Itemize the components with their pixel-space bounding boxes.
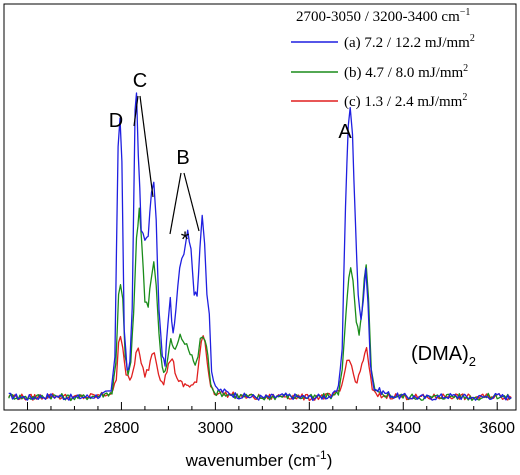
plot-frame — [3, 3, 517, 411]
x-axis: 2600 2800 3000 3200 3400 3600 — [3, 402, 515, 437]
legend-label-b: (b) 4.7 / 8.0 mJ/mm2 — [344, 63, 468, 81]
legend-label-a: (a) 7.2 / 12.2 mJ/mm2 — [344, 33, 475, 51]
x-tick-label: 3600 — [479, 420, 515, 437]
peak-c-leader-2 — [139, 95, 154, 198]
peak-annotations: D C B * A (DMA)2 — [109, 70, 476, 369]
series-layer — [8, 92, 512, 402]
peak-label-d: D — [109, 110, 123, 132]
species-label: (DMA)2 — [411, 343, 476, 369]
legend-label-c: (c) 1.3 / 2.4 mJ/mm2 — [344, 92, 467, 110]
x-tick-label: 2800 — [104, 420, 140, 437]
x-tick-label: 3400 — [385, 420, 421, 437]
peak-b-leader-2 — [183, 172, 200, 232]
legend: 2700-3050 / 3200-3400 cm−1 (a) 7.2 / 12.… — [291, 7, 475, 110]
x-tick-label: 3200 — [292, 420, 328, 437]
x-tick-label: 2600 — [10, 420, 46, 437]
peak-label-b: B — [176, 147, 189, 169]
peak-b-leader-1 — [169, 172, 182, 235]
series-line-b — [8, 207, 512, 402]
peak-c-leader-1 — [133, 95, 139, 127]
peak-label-c: C — [133, 70, 147, 92]
peak-label-a: A — [338, 121, 352, 143]
x-tick-label: 3000 — [198, 420, 234, 437]
impurity-star: * — [181, 227, 190, 252]
series-line-a — [8, 92, 512, 402]
legend-title: 2700-3050 / 3200-3400 cm−1 — [296, 7, 470, 25]
x-axis-label: wavenumber (cm-1) — [185, 448, 333, 470]
